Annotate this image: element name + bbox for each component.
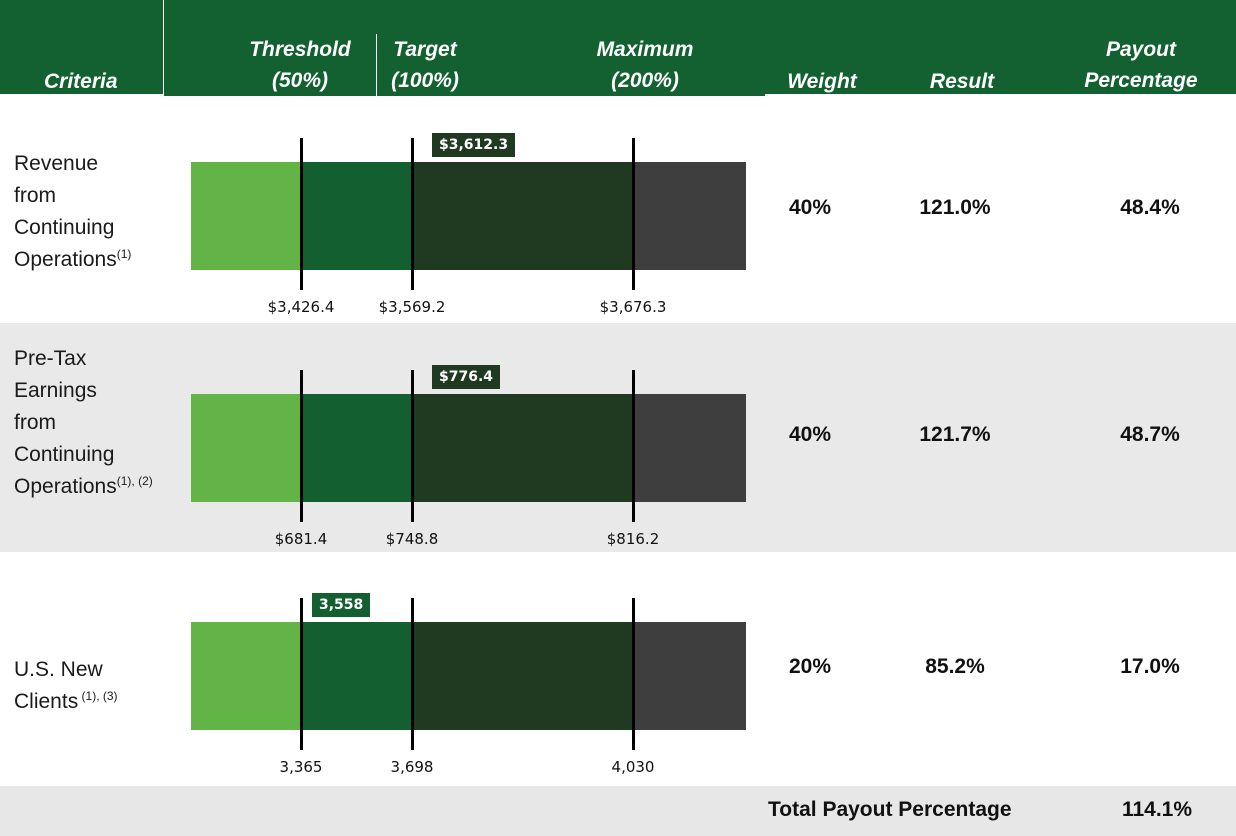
tick-label-target: $3,569.2 xyxy=(378,298,446,316)
tick-label-maximum: $3,676.3 xyxy=(599,298,667,316)
bar-segment-below-threshold xyxy=(191,162,301,270)
header-underline xyxy=(765,94,1236,96)
tick-maximum xyxy=(632,370,635,522)
tick-label-target: $748.8 xyxy=(385,530,439,548)
tick-target xyxy=(411,370,414,522)
tick-target xyxy=(411,598,414,750)
weight-value: 40% xyxy=(788,423,832,446)
tick-label-threshold: $3,426.4 xyxy=(267,298,335,316)
total-row: Total Payout Percentage 114.1% xyxy=(0,786,1236,836)
table-row: Revenue from Continuing Operations(1) $3,426… xyxy=(0,96,1236,323)
header-threshold: Threshold (50%) xyxy=(249,38,351,92)
result-marker: $776.4 xyxy=(432,365,501,389)
bar-segment-below-threshold xyxy=(191,622,301,730)
bar-segment-below-threshold xyxy=(191,394,301,502)
header-weight: Weight xyxy=(787,70,857,93)
header-payout: Payout Percentage xyxy=(1084,38,1198,92)
weight-value: 40% xyxy=(788,196,832,219)
result-marker: $3,612.3 xyxy=(432,133,516,157)
table-row: U.S. New Clients (1), (3) 3,365 3,698 4,030 3… xyxy=(0,552,1236,786)
tick-label-maximum: $816.2 xyxy=(606,530,660,548)
tick-threshold xyxy=(300,370,303,522)
total-value: 114.1% xyxy=(1121,798,1193,821)
header-target: Target (100%) xyxy=(391,38,459,92)
payout-value: 17.0% xyxy=(1120,655,1180,678)
bar-segment-target-to-max xyxy=(412,622,633,730)
tick-threshold xyxy=(300,598,303,750)
tick-label-target: 3,698 xyxy=(390,758,434,776)
criteria-label: Revenue from Continuing Operations(1) xyxy=(14,152,132,271)
criteria-label: U.S. New Clients (1), (3) xyxy=(14,658,118,713)
bar-segment-threshold-to-target xyxy=(301,394,412,502)
tick-maximum xyxy=(632,138,635,290)
criteria-footnote: (1), (3) xyxy=(78,689,118,703)
criteria-label: Pre-Tax Earnings from Continuing Operations(… xyxy=(14,347,153,498)
tick-maximum xyxy=(632,598,635,750)
bar-segment-above-max xyxy=(633,162,746,270)
result-value: 85.2% xyxy=(925,655,985,678)
bar-segment-above-max xyxy=(633,394,746,502)
tick-label-maximum: 4,030 xyxy=(611,758,655,776)
header-result: Result xyxy=(929,70,995,93)
weight-value: 20% xyxy=(788,655,832,678)
payout-value: 48.4% xyxy=(1120,196,1180,219)
header-criteria: Criteria xyxy=(44,70,118,93)
tick-label-threshold: 3,365 xyxy=(279,758,323,776)
total-label: Total Payout Percentage xyxy=(768,798,1012,821)
header-maximum: Maximum (200%) xyxy=(596,38,694,92)
header-divider-target xyxy=(376,34,377,96)
result-value: 121.0% xyxy=(919,196,991,219)
bar-segment-threshold-to-target xyxy=(301,162,412,270)
bar-segment-target-to-max xyxy=(412,394,633,502)
bar-segment-above-max xyxy=(633,622,746,730)
bar-segment-threshold-to-target xyxy=(301,622,412,730)
result-value: 121.7% xyxy=(919,423,991,446)
header-divider xyxy=(163,0,164,96)
bar-segment-target-to-max xyxy=(412,162,633,270)
header-underline xyxy=(0,94,163,96)
tick-threshold xyxy=(300,138,303,290)
payout-value: 48.7% xyxy=(1120,423,1180,446)
tick-target xyxy=(411,138,414,290)
table-row: Pre-Tax Earnings from Continuing Operations(… xyxy=(0,323,1236,552)
result-marker: 3,558 xyxy=(312,593,371,617)
criteria-footnote: (1), (2) xyxy=(116,474,153,488)
tick-label-threshold: $681.4 xyxy=(274,530,328,548)
criteria-footnote: (1) xyxy=(116,247,132,261)
table-header: Criteria Threshold (50%) Target (100%) Max… xyxy=(0,0,1236,96)
